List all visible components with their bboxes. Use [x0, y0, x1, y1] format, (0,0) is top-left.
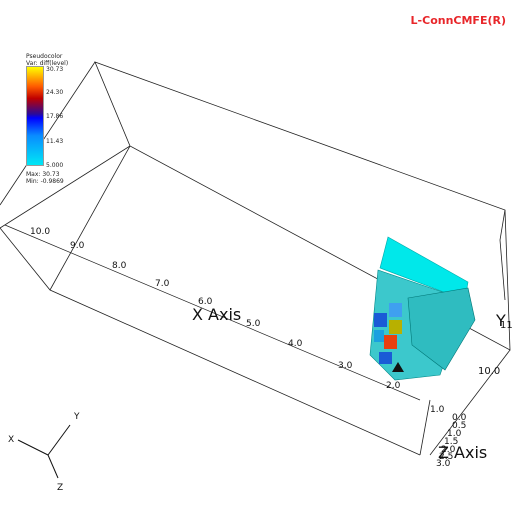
legend-variable: Var: diff(level) — [26, 60, 69, 67]
z-axis-title: Z Axis — [438, 443, 487, 462]
legend-max-label: Max: 30.73 — [26, 171, 60, 178]
y-tick-10: 10.0 — [478, 366, 500, 377]
svg-text:10.0: 10.0 — [30, 227, 50, 237]
svg-text:1.0: 1.0 — [430, 405, 445, 415]
svg-text:Z: Z — [57, 483, 63, 493]
legend-tick-3: 17.86 — [46, 113, 64, 120]
axis-labels: X Axis Y Z Axis 11. 10.0 — [192, 305, 512, 462]
plot-title: L-ConnCMFE(R) — [410, 14, 506, 27]
legend-tick-4: 11.43 — [46, 138, 64, 145]
z-tick-labels: 0.0 0.5 1.0 1.5 2.0 2.5 3.0 — [436, 413, 467, 469]
svg-text:7.0: 7.0 — [155, 279, 170, 289]
y-axis-title: Y — [495, 311, 506, 330]
svg-text:5.0: 5.0 — [246, 319, 261, 329]
svg-text:1.0: 1.0 — [447, 429, 462, 439]
legend-tick-max: 30.73 — [46, 66, 64, 73]
orientation-triad: X Y Z — [8, 412, 80, 493]
svg-text:2.5: 2.5 — [439, 452, 453, 462]
legend-tick-min: 5.000 — [46, 162, 64, 169]
svg-text:0.0: 0.0 — [452, 413, 467, 423]
svg-text:3.0: 3.0 — [338, 361, 353, 371]
svg-text:Y: Y — [73, 412, 80, 422]
legend-plot-type: Pseudocolor — [26, 53, 63, 60]
legend-min-label: Min: -0.9869 — [26, 178, 64, 185]
legend-title: Pseudocolor Var: diff(level) — [26, 53, 68, 67]
svg-text:0.5: 0.5 — [452, 421, 466, 431]
x-axis-ticks — [4, 224, 421, 401]
bounding-box — [0, 61, 511, 456]
svg-text:3.0: 3.0 — [436, 459, 451, 469]
surface-mesh — [369, 236, 476, 381]
legend-tick-2: 24.30 — [46, 89, 64, 96]
svg-text:8.0: 8.0 — [112, 261, 127, 271]
svg-text:1.5: 1.5 — [444, 437, 458, 447]
color-legend-bar — [26, 66, 44, 166]
svg-text:6.0: 6.0 — [198, 297, 213, 307]
svg-text:X: X — [8, 435, 14, 445]
x-tick-labels: 10.0 9.0 8.0 7.0 6.0 5.0 4.0 3.0 2.0 1.0 — [30, 227, 445, 415]
y-tick-11: 11. — [500, 320, 512, 331]
svg-text:2.0: 2.0 — [441, 445, 456, 455]
x-axis-title: X Axis — [192, 305, 241, 324]
svg-text:4.0: 4.0 — [288, 339, 303, 349]
svg-text:9.0: 9.0 — [70, 241, 85, 251]
svg-text:2.0: 2.0 — [386, 381, 401, 391]
